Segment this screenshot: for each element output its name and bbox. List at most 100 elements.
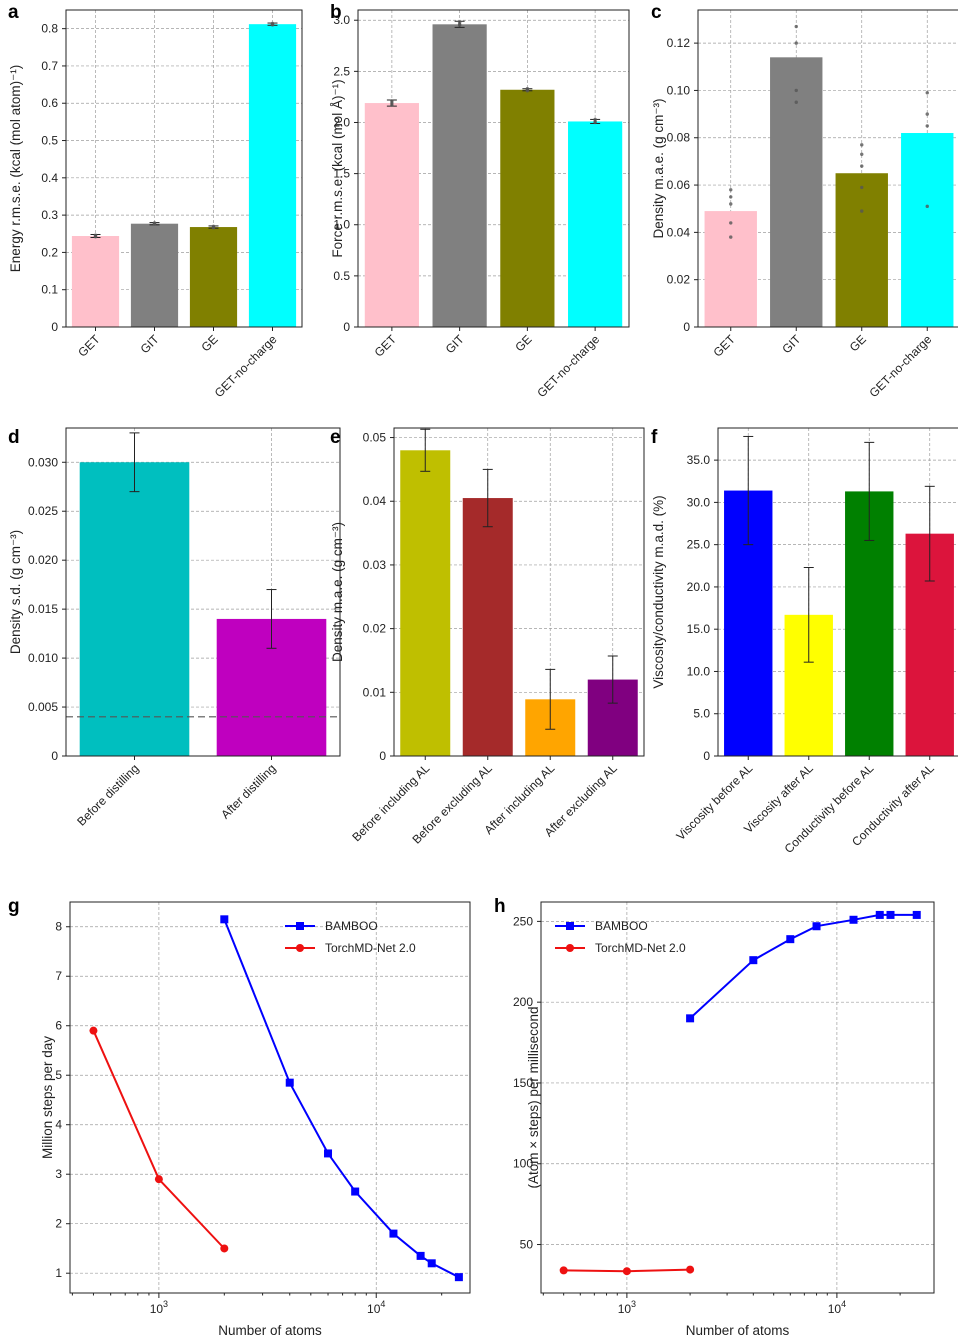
bar-e-1 [400, 450, 451, 756]
error-bar [545, 668, 556, 730]
y-tick-label: 4 [55, 1118, 62, 1132]
y-tick-label: 1 [55, 1266, 62, 1280]
bar-c-1 [704, 211, 757, 327]
y-tick-label: 0.08 [667, 131, 691, 145]
data-point [729, 202, 733, 206]
y-tick-label: 150 [513, 1076, 533, 1090]
data-point [794, 88, 798, 93]
y-tick-label: 0 [51, 320, 58, 334]
data-point [794, 41, 798, 45]
marker-square [427, 1259, 436, 1268]
data-point [457, 23, 462, 28]
data-point [270, 23, 275, 27]
x-tick-label: GIT [443, 332, 468, 357]
panel-g: 1 2 3 4 5 6 7 8 103 104 Number of atoms Million ste… [8, 896, 471, 1337]
x-tick-label: GET-no-charge [866, 332, 934, 400]
y-tick-label: 0 [51, 749, 58, 763]
data-point [860, 164, 864, 168]
legend-item: BAMBOO [285, 919, 378, 933]
marker-square [749, 956, 758, 965]
x-tick-label: GE [847, 332, 869, 354]
y-tick-label: 0.1 [41, 283, 58, 297]
x-tick-label: GIT [138, 332, 163, 357]
y-tick-label: 0.01 [363, 685, 387, 699]
marker-square [812, 922, 821, 931]
y-axis-label: Viscosity/conductivity m.a.d. (%) [651, 495, 666, 688]
marker-square [912, 910, 921, 919]
y-tick-label: 2.0 [333, 115, 350, 129]
y-tick-label: 1.5 [333, 167, 350, 181]
data-point [860, 209, 864, 213]
x-tick-label: 103 [150, 1299, 168, 1316]
x-tick-label: GIT [779, 332, 804, 357]
y-tick-label: 0.02 [667, 273, 691, 287]
y-axis-label: Force r.m.s.e. (kcal (mol Å)⁻¹) [330, 79, 345, 257]
legend: BAMBOO TorchMD-Net 2.0 [285, 919, 416, 955]
y-tick-label: 0.04 [363, 494, 387, 508]
panel-a: 0 0.1 0.2 0.3 0.4 0.5 0.6 0.7 0.8 GET GIT GEGET-no-… [8, 2, 303, 400]
y-axis-label: Density s.d. (g cm⁻³) [8, 530, 23, 654]
axes-frame [697, 9, 958, 328]
y-tick-label: 2.5 [333, 64, 350, 78]
axes-frame [69, 901, 471, 1294]
y-tick-label: 0.010 [28, 651, 58, 665]
y-tick-label: 8 [55, 920, 62, 934]
series-line [689, 913, 917, 1020]
marker-circle [559, 1266, 568, 1275]
bar-e-2 [462, 498, 513, 756]
marker-square [849, 915, 858, 924]
y-tick-label: 250 [513, 914, 533, 928]
marker-square [686, 1014, 695, 1023]
x-tick-label: 104 [828, 1299, 846, 1316]
y-tick-label: 10.0 [687, 664, 711, 678]
y-tick-label: 5 [55, 1068, 62, 1082]
bar-b-2 [432, 24, 487, 327]
panel-c: 0 0.02 0.04 0.06 0.08 0.10 0.12 GET GIT GEGET-no-… [651, 2, 958, 400]
series-bamboo [220, 915, 463, 1282]
data-point [525, 89, 530, 93]
bar-a-2 [130, 223, 179, 327]
data-point [925, 91, 929, 95]
marker-circle [89, 1026, 98, 1035]
y-tick-label: 0.06 [667, 178, 691, 192]
axes-frame [65, 9, 303, 328]
error-bar [864, 441, 875, 541]
legend-label: TorchMD-Net 2.0 [595, 941, 686, 955]
panel-letter: g [8, 896, 20, 917]
legend-label: BAMBOO [595, 919, 648, 933]
y-tick-label: 3.0 [333, 13, 350, 27]
y-tick-label: 100 [513, 1157, 533, 1171]
x-tick-label: GET-no-charge [212, 332, 280, 400]
axes-frame [65, 427, 341, 757]
y-tick-label: 0 [683, 320, 690, 334]
y-tick-label: 20.0 [687, 580, 711, 594]
data-point [729, 221, 733, 225]
panel-f: 0 5.0 10.0 15.0 20.0 25.0 30.0 35.0 Viscosity be… [651, 427, 958, 856]
bar-a-3 [189, 227, 238, 327]
error-bar [420, 428, 431, 472]
y-tick-label: 0.02 [363, 622, 387, 636]
x-tick-label: 104 [367, 1299, 385, 1316]
x-tick-label: Viscosity before AL [673, 761, 755, 843]
panel-letter: f [651, 427, 658, 448]
y-tick-label: 0.025 [28, 504, 58, 518]
x-tick-label: GET [711, 332, 739, 360]
legend-item: TorchMD-Net 2.0 [555, 941, 686, 955]
bar-a-1 [71, 236, 120, 327]
marker-square [324, 1149, 333, 1158]
bar-a-4 [248, 24, 297, 328]
panel-letter: e [330, 427, 341, 448]
bar-c-3 [835, 173, 888, 327]
bar-d-1 [79, 462, 190, 756]
y-tick-label: 0.8 [41, 22, 58, 36]
data-point [794, 100, 798, 104]
x-tick-label: GET [75, 332, 103, 360]
y-tick-label: 1.0 [333, 218, 350, 232]
marker-circle [154, 1175, 163, 1184]
x-tick-label: 103 [618, 1299, 636, 1316]
y-axis-label: Density m.a.e. (g cm⁻³) [330, 522, 345, 662]
data-point [93, 235, 98, 239]
marker-square [389, 1229, 398, 1238]
x-axis-label: Number of atoms [218, 1323, 322, 1337]
y-tick-label: 2 [55, 1217, 62, 1231]
